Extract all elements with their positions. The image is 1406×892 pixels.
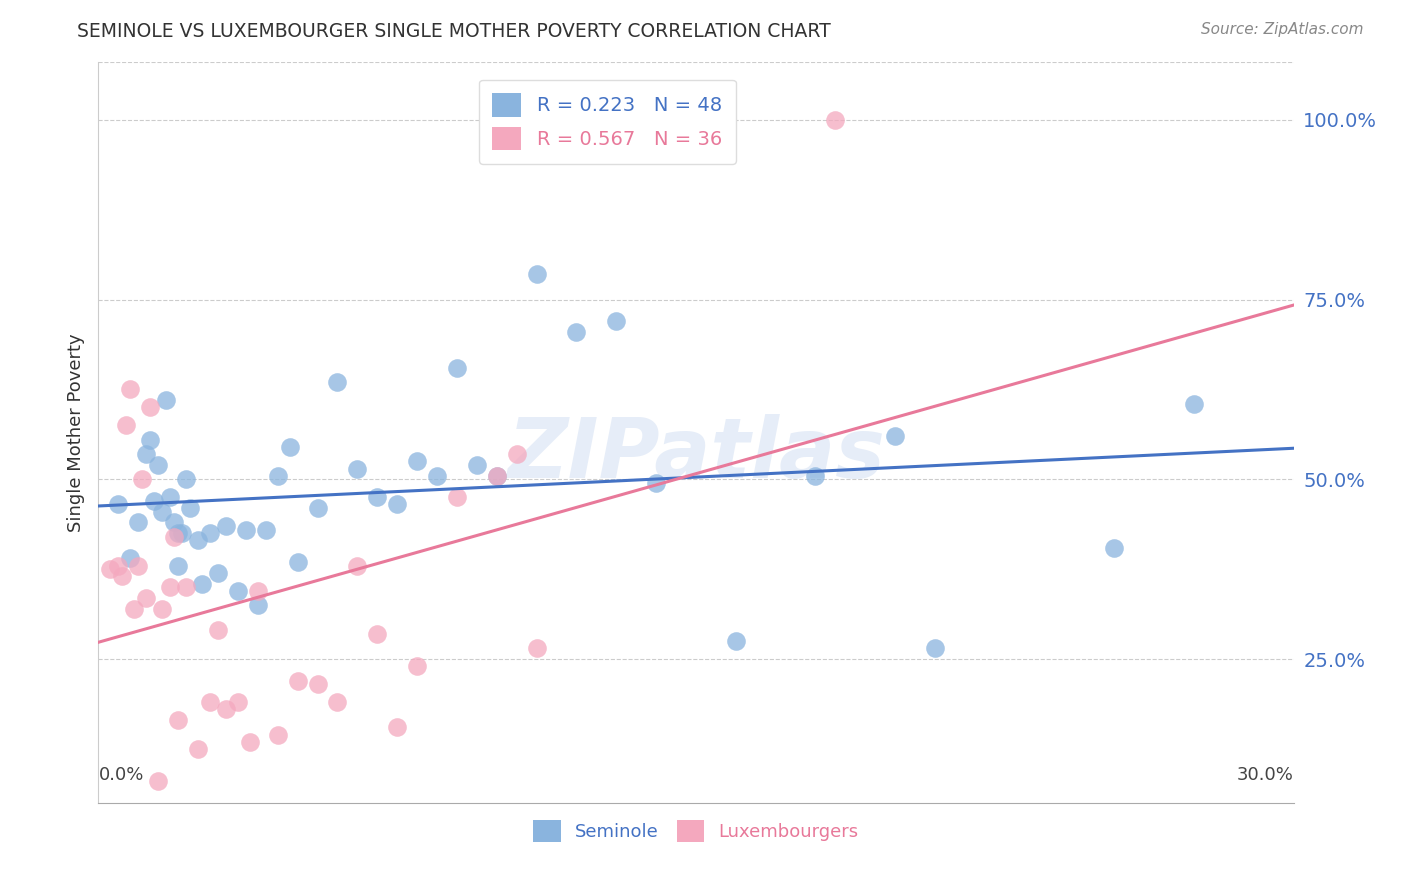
Text: SEMINOLE VS LUXEMBOURGER SINGLE MOTHER POVERTY CORRELATION CHART: SEMINOLE VS LUXEMBOURGER SINGLE MOTHER P… xyxy=(77,22,831,41)
Text: 30.0%: 30.0% xyxy=(1237,765,1294,784)
Point xyxy=(287,673,309,688)
Point xyxy=(346,461,368,475)
Legend: Seminole, Luxembourgers: Seminole, Luxembourgers xyxy=(526,813,866,849)
Point xyxy=(131,472,153,486)
Point xyxy=(127,516,149,530)
Point xyxy=(143,494,166,508)
Point xyxy=(526,641,548,656)
Point xyxy=(167,526,190,541)
Point xyxy=(139,433,162,447)
Point xyxy=(246,583,269,598)
Point xyxy=(1104,541,1126,555)
Point xyxy=(172,526,194,541)
Text: Source: ZipAtlas.com: Source: ZipAtlas.com xyxy=(1201,22,1364,37)
Point xyxy=(179,501,201,516)
Point xyxy=(884,429,907,443)
Text: ZIPatlas: ZIPatlas xyxy=(508,414,884,495)
Point xyxy=(174,580,197,594)
Point xyxy=(406,659,429,673)
Point xyxy=(326,695,349,709)
Point xyxy=(724,634,747,648)
Point xyxy=(226,583,249,598)
Point xyxy=(198,526,221,541)
Point xyxy=(155,393,177,408)
Point xyxy=(207,566,229,580)
Point xyxy=(426,468,449,483)
Point xyxy=(406,454,429,468)
Point xyxy=(565,325,588,339)
Point xyxy=(107,498,129,512)
Point xyxy=(191,576,214,591)
Point xyxy=(366,491,388,505)
Point xyxy=(254,523,277,537)
Point xyxy=(239,735,262,749)
Point xyxy=(167,558,190,573)
Point xyxy=(278,440,301,454)
Point xyxy=(187,742,209,756)
Point xyxy=(506,447,529,461)
Point xyxy=(163,516,186,530)
Point xyxy=(215,702,238,716)
Point xyxy=(824,112,846,127)
Point xyxy=(267,727,290,741)
Point xyxy=(1182,397,1205,411)
Point xyxy=(346,558,368,573)
Point xyxy=(366,627,388,641)
Point xyxy=(485,468,508,483)
Point xyxy=(207,624,229,638)
Point xyxy=(605,314,627,328)
Point xyxy=(235,523,257,537)
Point xyxy=(163,530,186,544)
Point xyxy=(307,677,329,691)
Point xyxy=(167,713,190,727)
Point xyxy=(135,591,157,605)
Point xyxy=(135,447,157,461)
Point xyxy=(98,562,122,576)
Point xyxy=(159,491,181,505)
Point xyxy=(150,601,173,615)
Point xyxy=(148,774,170,789)
Point xyxy=(385,498,409,512)
Point xyxy=(139,401,162,415)
Point xyxy=(645,475,668,490)
Point xyxy=(120,383,142,397)
Point xyxy=(150,505,173,519)
Point xyxy=(485,468,508,483)
Point xyxy=(198,695,221,709)
Point xyxy=(111,569,134,583)
Point xyxy=(148,458,170,472)
Point xyxy=(226,695,249,709)
Point xyxy=(526,268,548,282)
Y-axis label: Single Mother Poverty: Single Mother Poverty xyxy=(66,334,84,532)
Point xyxy=(804,468,827,483)
Point xyxy=(465,458,488,472)
Point xyxy=(307,501,329,516)
Point xyxy=(446,491,468,505)
Point xyxy=(124,601,146,615)
Point xyxy=(287,555,309,569)
Point xyxy=(446,360,468,375)
Point xyxy=(187,533,209,548)
Point xyxy=(326,376,349,390)
Text: 0.0%: 0.0% xyxy=(98,765,143,784)
Point xyxy=(246,598,269,612)
Point xyxy=(215,519,238,533)
Point xyxy=(107,558,129,573)
Point xyxy=(174,472,197,486)
Point xyxy=(115,418,138,433)
Point xyxy=(127,558,149,573)
Point xyxy=(267,468,290,483)
Point xyxy=(159,580,181,594)
Point xyxy=(120,551,142,566)
Point xyxy=(385,720,409,734)
Point xyxy=(924,641,946,656)
